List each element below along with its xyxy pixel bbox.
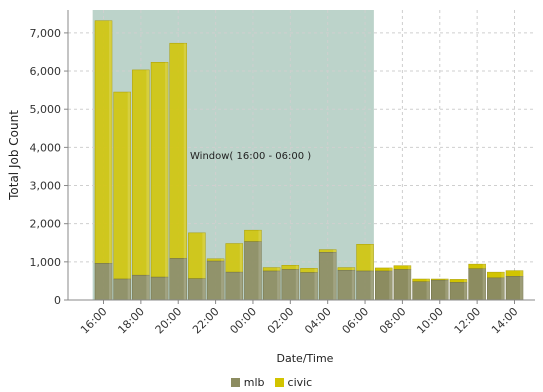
bar-sheen-23:00 — [239, 243, 243, 300]
legend-swatch-mlb — [230, 377, 240, 387]
y-tick-label: 0 — [54, 294, 61, 307]
y-tick-label: 1,000 — [30, 256, 62, 269]
bar-sheen-20:00 — [183, 43, 187, 301]
bar-sheen-00:00 — [258, 230, 262, 300]
legend-item-civic: civic — [274, 375, 313, 389]
bar-sheen-16:00 — [109, 20, 112, 301]
bar-sheen-19:00 — [165, 62, 169, 300]
x-tick-label: 08:00 — [377, 305, 409, 337]
bar-sheen-09:00 — [426, 279, 430, 300]
x-tick-label: 02:00 — [265, 305, 297, 337]
x-tick-label: 00:00 — [227, 305, 259, 337]
y-tick-label: 7,000 — [30, 27, 62, 40]
bar-sheen-10:00 — [445, 279, 449, 300]
y-tick-label: 2,000 — [30, 218, 62, 231]
bar-sheen-21:00 — [202, 232, 206, 300]
y-tick-label: 6,000 — [30, 65, 62, 78]
y-tick-labels: 0 1,000 2,000 3,000 4,000 5,000 6,000 7,000 — [30, 27, 68, 307]
bar-sheen-18:00 — [146, 69, 150, 300]
legend-item-mlb: mlb — [230, 375, 265, 389]
bar-sheen-17:00 — [127, 92, 131, 300]
bar-sheen-01:00 — [277, 267, 281, 300]
x-tick-label: 18:00 — [115, 305, 147, 337]
legend: mlb civic — [0, 374, 543, 390]
x-tick-label: 16:00 — [78, 305, 110, 337]
y-tick-label: 5,000 — [30, 103, 62, 116]
x-tick-label: 22:00 — [190, 305, 222, 337]
bar-sheen-14:00 — [520, 270, 523, 300]
bar-sheen-11:00 — [463, 279, 467, 300]
bar-sheen-12:00 — [482, 264, 486, 300]
x-tick-label: 10:00 — [414, 305, 446, 337]
bars — [94, 20, 524, 301]
y-axis-title: Total Job Count — [7, 110, 21, 201]
legend-label-civic: civic — [287, 375, 313, 389]
y-tick-label: 4,000 — [30, 141, 62, 154]
window-label: Window( 16:00 - 06:00 ) — [190, 151, 311, 162]
y-tick-label: 3,000 — [30, 180, 62, 193]
bar-sheen-03:00 — [314, 268, 318, 300]
legend-label-mlb: mlb — [243, 375, 265, 389]
bar-sheen-13:00 — [501, 272, 505, 300]
x-tick-labels: 16:00 18:00 20:00 22:00 00:00 02:00 04:00 06:00… — [78, 300, 521, 337]
bar-sheen-22:00 — [221, 258, 225, 300]
bar-sheen-04:00 — [333, 249, 337, 300]
bar-sheen-02:00 — [295, 265, 299, 300]
bar-sheen-07:00 — [389, 267, 393, 300]
x-axis-title: Date/Time — [277, 352, 334, 365]
bar-sheen-06:00 — [370, 244, 374, 300]
bar-sheen-05:00 — [351, 267, 355, 300]
x-tick-label: 12:00 — [452, 305, 484, 337]
x-tick-label: 06:00 — [340, 305, 372, 337]
legend-swatch-civic — [274, 377, 284, 387]
x-tick-label: 14:00 — [489, 305, 521, 337]
x-tick-label: 20:00 — [153, 305, 185, 337]
bar-sheen-08:00 — [407, 265, 411, 300]
x-tick-label: 04:00 — [302, 305, 334, 337]
